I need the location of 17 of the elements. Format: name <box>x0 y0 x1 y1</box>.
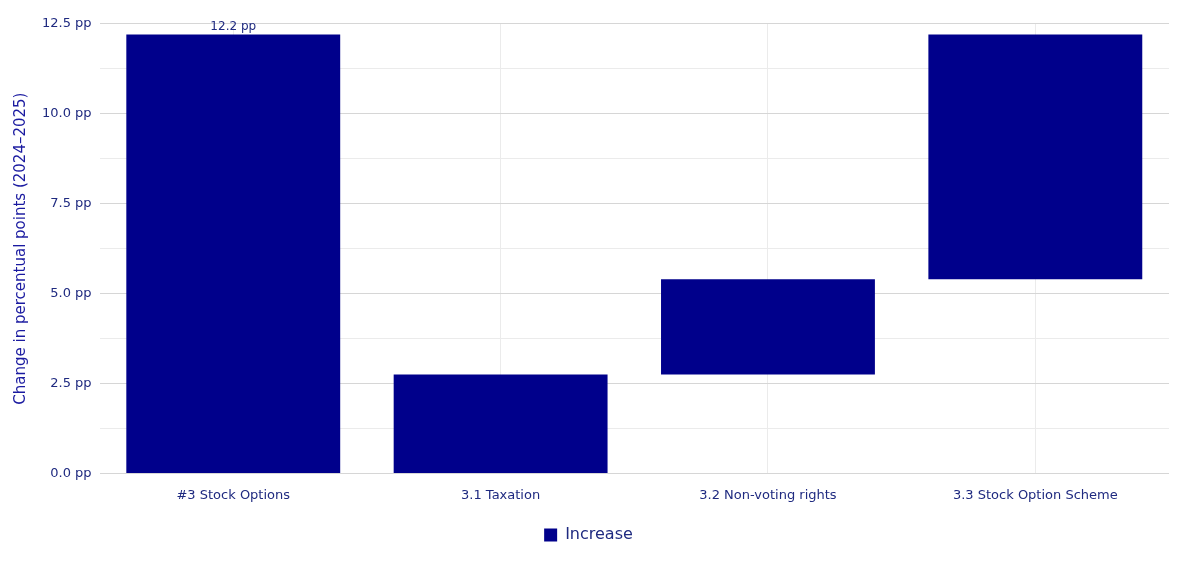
bar <box>928 34 1143 280</box>
bar <box>126 34 341 473</box>
x-tick-label: #3 Stock Options <box>176 486 291 502</box>
y-axis-title: Change in percentual points (2024–2025) <box>10 92 29 405</box>
y-tick-label: 12.5 pp <box>41 15 92 31</box>
y-tick-label: 0.0 pp <box>50 464 92 480</box>
y-tick-label: 2.5 pp <box>50 374 92 390</box>
bar <box>661 279 875 375</box>
x-tick-label: 3.2 Non-voting rights <box>699 486 837 502</box>
x-tick-label: 3.1 Taxation <box>461 486 541 502</box>
data-label: 12.2 pp <box>210 18 257 33</box>
legend-label: Increase <box>565 524 633 544</box>
y-tick-label: 7.5 pp <box>50 195 92 211</box>
y-tick-label: 5.0 pp <box>50 284 92 300</box>
x-tick-label: 3.3 Stock Option Scheme <box>952 486 1118 502</box>
bar <box>393 374 608 473</box>
y-tick-label: 10.0 pp <box>41 105 92 121</box>
